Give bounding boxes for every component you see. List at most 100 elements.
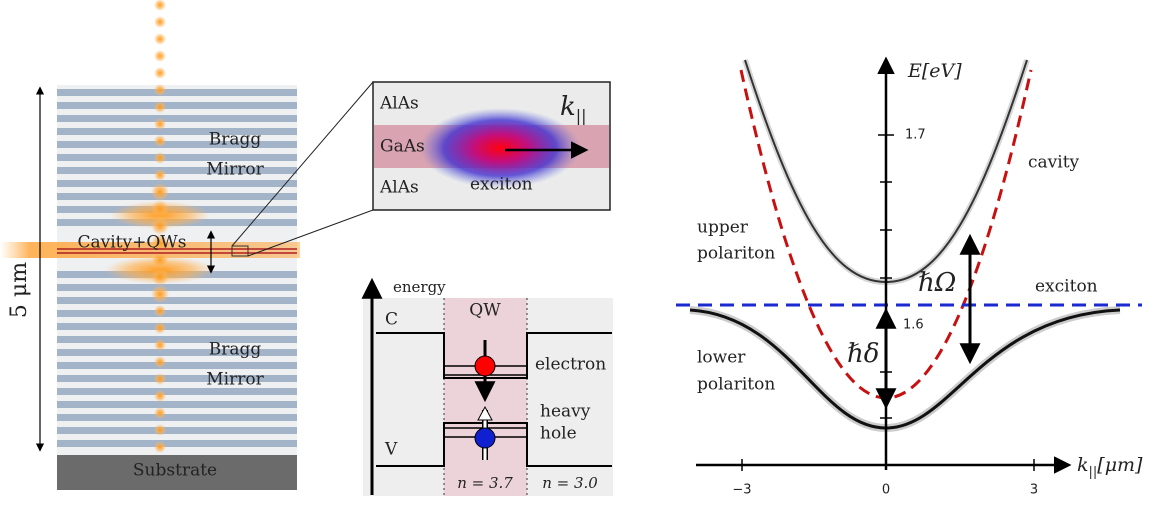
label: energy [393,278,446,296]
label: C [385,310,398,330]
mirror-layer [57,115,297,122]
beam-dot [154,16,166,28]
label: Mirror [206,160,264,180]
label: AlAs [379,94,419,114]
axis-title: E[eV] [907,60,962,82]
zoom-line [247,209,374,257]
mirror-layer [57,323,297,330]
beam-dot [154,390,166,402]
beam-dot [154,305,166,317]
label: Bragg [209,340,262,360]
beam-dot [154,441,166,453]
label: GaAs [380,137,425,157]
mirror-layer [57,89,297,96]
beam-dot [154,356,166,368]
beam-dot [154,169,166,181]
label: QW [469,301,501,321]
mirror-layer [57,310,297,317]
label: lower [697,348,746,368]
label: upper [697,218,749,238]
beam-dot [154,50,166,62]
beam-dot [154,67,166,79]
height-label: 5 μm [7,262,32,318]
subscript: || [576,106,587,125]
mirror-layer [57,193,297,200]
label: cavity [1028,153,1080,173]
beam-dot [151,217,169,235]
label: exciton [1035,277,1098,297]
mirror-layer [57,297,297,304]
electron [474,355,496,377]
tick-label: 1.7 [905,128,926,143]
zoom-box [231,245,249,257]
mirror-layer [57,362,297,369]
label: hole [540,424,577,444]
symbol: k [1077,454,1089,476]
mirror-layer [57,336,297,343]
label: AlAs [379,178,419,198]
mirror-layer [57,427,297,434]
light-beam [0,242,300,258]
beam-dot [154,84,166,96]
label: n = 3.0 [542,474,598,492]
label: Substrate [133,461,217,481]
label: ℏΩ [918,268,956,298]
beam-dot [154,424,166,436]
beam-dot [154,152,166,164]
label: k|| [560,92,587,125]
mirror-layer [57,102,297,109]
mirror-layer [57,414,297,421]
tick-label: 3 [1030,483,1038,498]
beam-dot [151,200,169,218]
mirror-layer [57,180,297,187]
label: ℏδ [847,339,879,369]
arrow-head [477,405,493,421]
subscript: || [1089,465,1098,480]
mirror-layer [57,388,297,395]
beam-dot [151,268,169,286]
exciton [420,108,580,188]
ticks [741,134,1035,471]
symbol: k [560,92,576,122]
label: exciton [470,175,533,195]
beam-dot [151,183,169,201]
beam-dot [151,234,169,252]
zoom-line [231,81,374,247]
beam-dot [154,135,166,147]
tick-label: 1.6 [903,318,924,333]
beam-dot [151,285,169,303]
beam-dot [154,33,166,45]
mirror-layer [57,375,297,382]
mirror-layer [57,401,297,408]
label: polariton [697,244,775,264]
beam-dot [154,339,166,351]
beam-dots [151,0,169,453]
tick-label: 0 [882,483,890,498]
label: Cavity+QWs [78,233,187,253]
label: Bragg [209,130,262,150]
label: Mirror [206,370,264,390]
mirror-layer [57,167,297,174]
beam-dot [154,118,166,130]
hole [474,427,496,449]
label: polariton [697,375,775,395]
mirror-layer [57,128,297,135]
beam-dot [154,373,166,385]
mirror-layer [57,154,297,161]
mirror-layer [57,284,297,291]
unit: [μm] [1097,454,1143,476]
tick-label: −3 [732,483,751,498]
label: electron [535,355,606,375]
beam-dot [154,0,166,11]
mirror-layer [57,349,297,356]
beam-dot [154,407,166,419]
beam-dot [154,101,166,113]
mirror-layer [57,440,297,447]
label: n = 3.7 [457,474,513,492]
mirror-layer [57,141,297,148]
label: V [384,440,398,460]
beam-dot [154,322,166,334]
beam-dot [151,251,169,269]
substrate [57,455,297,490]
